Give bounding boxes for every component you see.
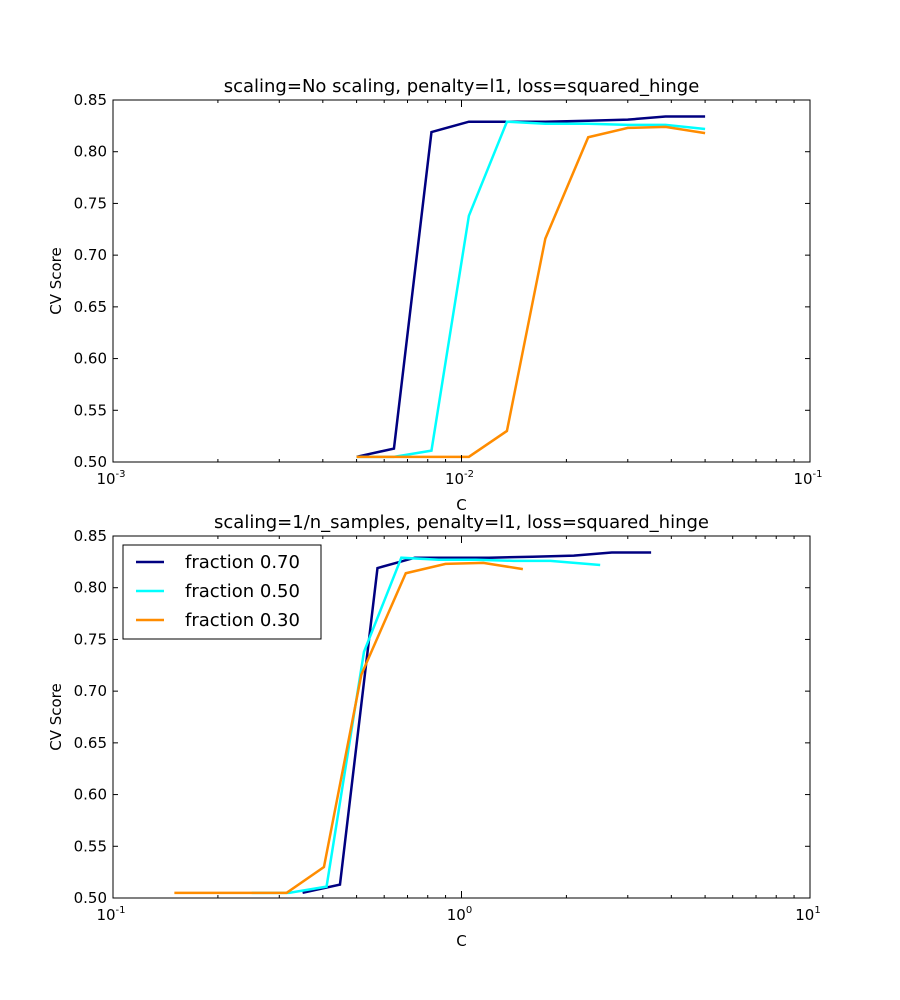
y-axis-label: CV Score [47, 683, 65, 751]
x-tick-exponent: -3 [116, 469, 126, 480]
x-tick-exponent: 1 [814, 905, 820, 916]
y-tick-label: 0.65 [74, 298, 107, 316]
x-tick-base: 10 [795, 906, 814, 924]
legend-label: fraction 0.30 [185, 610, 300, 631]
series-line-fraction-0-70 [302, 551, 652, 895]
y-tick-label: 0.65 [74, 734, 107, 752]
chart-panel-1: scaling=No scaling, penalty=l1, loss=squ… [47, 76, 823, 514]
chart-title: scaling=1/n_samples, penalty=l1, loss=sq… [214, 512, 709, 533]
y-tick-label: 0.50 [74, 889, 107, 907]
y-tick-label: 0.85 [74, 527, 107, 545]
x-tick-label: 10-1 [96, 905, 125, 924]
y-axis-label: CV Score [47, 247, 65, 315]
x-tick-base: 10 [793, 470, 812, 488]
y-tick-label: 0.70 [74, 682, 107, 700]
series-line-fraction-0-30 [174, 561, 524, 895]
x-tick-exponent: -1 [116, 905, 126, 916]
y-tick-label: 0.80 [74, 143, 107, 161]
y-tick-label: 0.75 [74, 630, 107, 648]
series-line-fraction-0-30 [356, 125, 706, 459]
x-tick-exponent: 0 [466, 905, 472, 916]
y-tick-label: 0.55 [74, 837, 107, 855]
y-tick-label: 0.85 [74, 91, 107, 109]
x-tick-base: 10 [96, 906, 115, 924]
y-tick-label: 0.80 [74, 579, 107, 597]
x-tick-label: 101 [795, 905, 820, 924]
x-tick-label: 10-2 [445, 469, 474, 488]
y-tick-label: 0.60 [74, 786, 107, 804]
x-tick-exponent: -2 [464, 469, 474, 480]
x-axis-label: C [456, 932, 466, 950]
series-line-fraction-0-50 [251, 556, 601, 895]
x-tick-label: 100 [447, 905, 472, 924]
legend-label: fraction 0.50 [185, 581, 300, 602]
y-tick-label: 0.60 [74, 350, 107, 368]
legend-label: fraction 0.70 [185, 552, 300, 573]
y-tick-label: 0.55 [74, 401, 107, 419]
x-axis-label: C [456, 496, 466, 514]
x-tick-label: 10-3 [96, 469, 125, 488]
chart-panel-2: scaling=1/n_samples, penalty=l1, loss=sq… [47, 512, 821, 950]
x-tick-base: 10 [447, 906, 466, 924]
y-tick-label: 0.50 [74, 453, 107, 471]
x-tick-exponent: -1 [813, 469, 823, 480]
x-tick-label: 10-1 [793, 469, 822, 488]
x-tick-base: 10 [96, 470, 115, 488]
chart-title: scaling=No scaling, penalty=l1, loss=squ… [224, 76, 700, 97]
x-tick-base: 10 [445, 470, 464, 488]
series-line-fraction-0-50 [356, 120, 706, 459]
legend: fraction 0.70 fraction 0.50 fraction 0.30 [122, 544, 322, 640]
y-tick-label: 0.70 [74, 246, 107, 264]
y-tick-label: 0.75 [74, 194, 107, 212]
